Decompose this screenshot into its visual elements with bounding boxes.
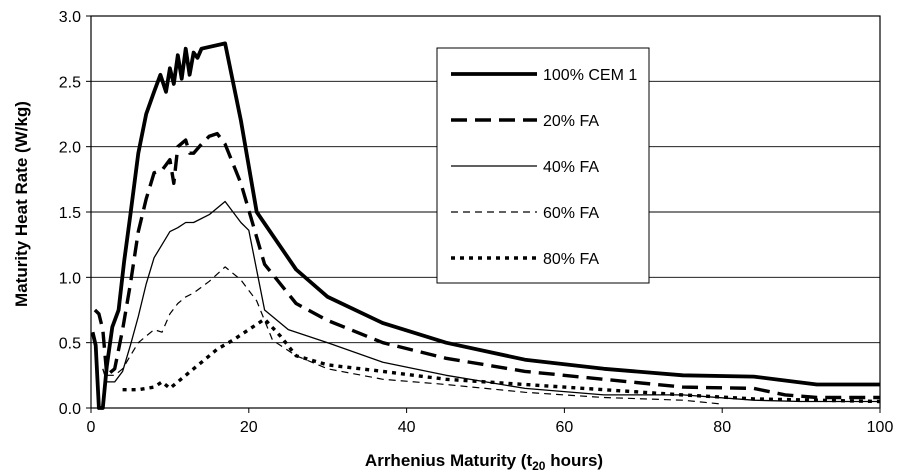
x-axis-title-main: Arrhenius Maturity (t [365, 451, 533, 470]
y-tick-label: 0.5 [59, 336, 81, 353]
series-line-4 [122, 317, 881, 404]
x-tick-label: 60 [556, 419, 574, 436]
y-axis-ticks: 0.0 0.5 1.0 1.5 2.0 2.5 3.0 [59, 9, 91, 418]
legend: 100% CEM 1 20% FA 40% FA 60% FA 80% FA [436, 47, 650, 284]
x-tick-label: 100 [867, 419, 894, 436]
series-line-1 [93, 131, 880, 400]
x-axis-title-suffix: hours) [545, 451, 603, 470]
legend-label: 40% FA [543, 159, 599, 176]
y-axis-title: Maturity Heat Rate (W/kg) [12, 101, 31, 307]
x-axis-title: Arrhenius Maturity (t20 hours) [365, 451, 603, 473]
legend-item-4: 80% FA [451, 251, 599, 268]
y-tick-label: 0.0 [59, 401, 81, 418]
y-tick-label: 3.0 [59, 9, 81, 26]
x-tick-label: 80 [713, 419, 731, 436]
legend-label: 20% FA [543, 113, 599, 130]
legend-label: 60% FA [543, 205, 599, 222]
legend-item-1: 20% FA [451, 113, 599, 130]
x-tick-label: 0 [87, 419, 96, 436]
y-tick-label: 2.5 [59, 74, 81, 91]
legend-label: 80% FA [543, 251, 599, 268]
legend-item-3: 60% FA [451, 205, 599, 222]
legend-item-2: 40% FA [451, 159, 599, 176]
x-axis-title-subscript: 20 [532, 459, 546, 473]
series-lines [90, 41, 881, 410]
y-tick-label: 1.5 [59, 205, 81, 222]
legend-label: 100% CEM 1 [543, 67, 637, 84]
y-tick-label: 2.0 [59, 140, 81, 157]
series-line-2 [102, 200, 880, 403]
x-axis-ticks: 0 20 40 60 80 100 [87, 408, 894, 436]
x-tick-label: 40 [398, 419, 416, 436]
series-line-0 [90, 41, 880, 410]
y-tick-label: 1.0 [59, 270, 81, 287]
x-tick-label: 20 [240, 419, 258, 436]
series-line-3 [106, 266, 723, 405]
legend-item-0: 100% CEM 1 [451, 67, 637, 84]
